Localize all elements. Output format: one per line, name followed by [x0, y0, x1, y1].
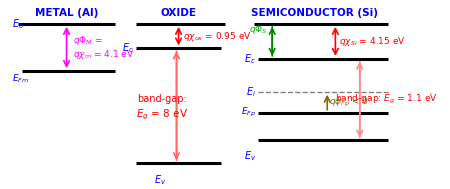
Text: $q\chi_{Si}$ = 4.15 eV: $q\chi_{Si}$ = 4.15 eV: [339, 35, 406, 48]
Text: $E_o$: $E_o$: [12, 17, 23, 31]
Text: band-gap:: band-gap:: [137, 94, 187, 104]
Text: $q\Phi_M$ =: $q\Phi_M$ =: [72, 34, 103, 47]
Text: OXIDE: OXIDE: [161, 8, 197, 18]
Text: $E_g$ = 8 eV: $E_g$ = 8 eV: [136, 107, 188, 122]
Text: $E_i$: $E_i$: [246, 85, 256, 99]
Text: SEMICONDUCTOR (Si): SEMICONDUCTOR (Si): [252, 8, 378, 18]
Text: $E_v$: $E_v$: [244, 149, 256, 163]
Text: $q\chi_{ox}$ = 0.95 eV: $q\chi_{ox}$ = 0.95 eV: [183, 30, 251, 43]
Text: $E_c$: $E_c$: [244, 52, 256, 66]
Text: $q\phi_{Fp}$ < 0: $q\phi_{Fp}$ < 0: [329, 96, 369, 109]
Text: $E_{Fm}$: $E_{Fm}$: [12, 73, 29, 85]
Text: $E_c$: $E_c$: [122, 41, 134, 55]
Text: $E_v$: $E_v$: [154, 174, 166, 187]
Text: $q\chi_m$ = 4.1 eV: $q\chi_m$ = 4.1 eV: [72, 48, 134, 61]
Text: METAL (Al): METAL (Al): [35, 8, 98, 18]
Text: $E_{Fp}$: $E_{Fp}$: [241, 106, 256, 119]
Text: band-gap: $E_g$ = 1.1 eV: band-gap: $E_g$ = 1.1 eV: [335, 93, 438, 106]
Text: $q\Phi_S$: $q\Phi_S$: [249, 23, 268, 36]
